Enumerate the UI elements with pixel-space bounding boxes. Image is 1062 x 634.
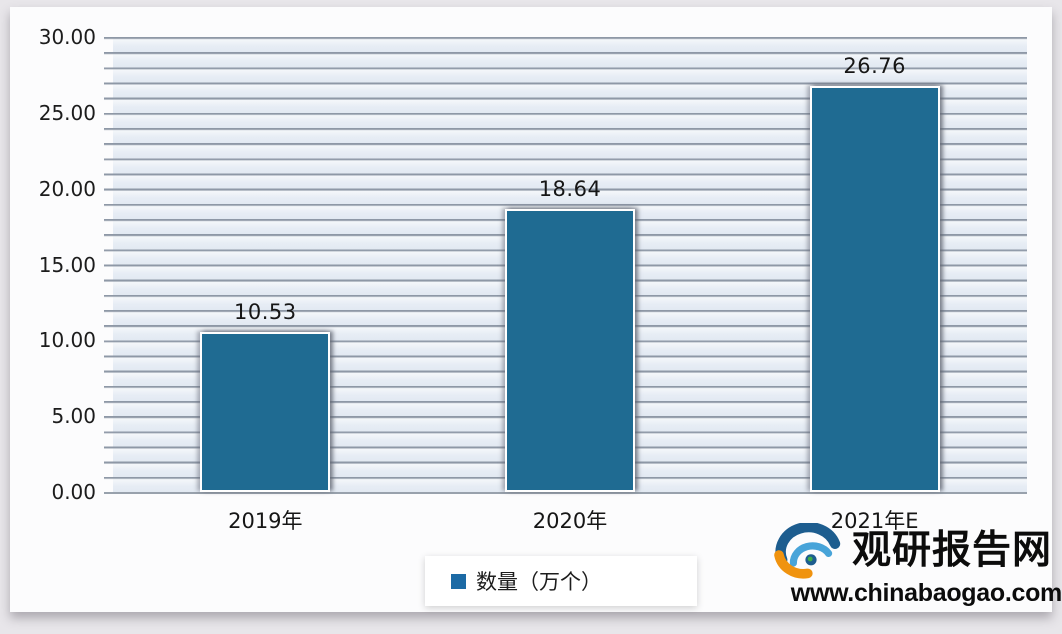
legend-label: 数量（万个） [476,570,602,594]
y-axis-label: 25.00 [38,100,96,125]
bar-2019年 [200,332,331,492]
y-axis-ticks [104,37,113,494]
bar-2021年E [809,86,940,492]
y-axis-label: 20.00 [38,176,96,201]
bar-value-label: 10.53 [234,300,297,325]
x-axis-label: 2020年 [532,509,608,533]
y-axis-label: 5.00 [51,404,96,429]
brand-name: 观研报告网 [852,529,1053,572]
y-axis-label: 15.00 [38,252,96,277]
x-axis-label: 2021年E [830,509,919,533]
legend-marker-icon [451,573,466,589]
bar-value-label: 18.64 [538,177,602,202]
brand-logo-icon [774,523,841,579]
y-axis-label: 10.00 [38,328,96,353]
bar-2020年 [505,209,635,492]
y-axis-label: 0.00 [51,480,96,504]
brand-watermark: 观研报告网 www.chinabaogao.com [770,523,1062,608]
bar-value-label: 26.76 [843,54,906,79]
legend: 数量（万个） [425,556,697,606]
x-axis-label: 2019年 [228,509,303,533]
chart-card: 30.00 25.00 20.00 15.00 10.00 5.00 0.00 2019年 2… [10,7,1062,612]
brand-url: www.chinabaogao.com [790,579,1062,607]
y-axis-label: 30.00 [38,25,96,49]
